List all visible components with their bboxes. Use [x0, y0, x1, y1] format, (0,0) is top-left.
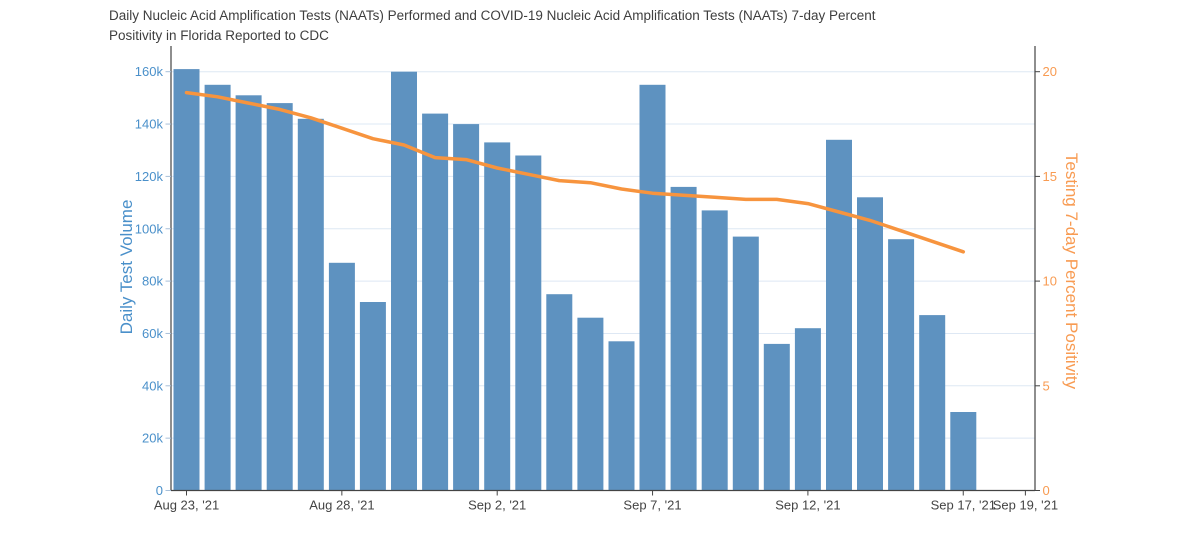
volume-bar[interactable]: [173, 69, 200, 491]
x-tick-label: Aug 28, '21: [309, 498, 374, 513]
volume-bar[interactable]: [670, 186, 697, 491]
volume-bar[interactable]: [701, 210, 728, 491]
volume-bar[interactable]: [794, 328, 821, 491]
volume-bar[interactable]: [359, 302, 386, 491]
right-tick-label: 20: [1043, 64, 1057, 79]
volume-bar[interactable]: [266, 103, 293, 491]
volume-bar[interactable]: [204, 84, 231, 491]
right-tick-label: 5: [1043, 378, 1050, 393]
chart-title-line1: Daily Nucleic Acid Amplification Tests (…: [109, 8, 876, 23]
volume-bar[interactable]: [546, 294, 573, 491]
volume-bar[interactable]: [950, 412, 977, 491]
volume-bar[interactable]: [732, 236, 759, 491]
positivity-line[interactable]: [184, 90, 966, 254]
x-tick-label: Sep 17, '21: [931, 498, 996, 513]
volume-bar[interactable]: [515, 155, 542, 491]
volume-bar[interactable]: [639, 84, 666, 491]
volume-bar[interactable]: [235, 95, 262, 491]
volume-bar[interactable]: [484, 142, 511, 491]
right-tick-label: 10: [1043, 274, 1057, 289]
left-tick-label: 80k: [142, 274, 163, 289]
volume-bar[interactable]: [919, 315, 946, 491]
x-tick-label: Sep 12, '21: [775, 498, 840, 513]
volume-bar[interactable]: [857, 197, 883, 491]
volume-bar[interactable]: [888, 239, 915, 491]
left-tick-label: 160k: [135, 64, 164, 79]
left-tick-label: 0: [156, 483, 163, 498]
volume-bar[interactable]: [328, 262, 355, 491]
right-tick-label: 0: [1043, 483, 1050, 498]
volume-bar[interactable]: [297, 118, 324, 491]
volume-bar[interactable]: [453, 124, 480, 491]
volume-bar[interactable]: [391, 71, 417, 491]
x-tick-label: Sep 2, '21: [468, 498, 526, 513]
left-tick-label: 60k: [142, 326, 163, 341]
left-tick-label: 40k: [142, 378, 163, 393]
left-tick-label: 100k: [135, 221, 164, 236]
x-tick-label: Sep 7, '21: [623, 498, 681, 513]
left-tick-label: 140k: [135, 117, 164, 132]
volume-bar[interactable]: [577, 317, 604, 491]
volume-bar[interactable]: [826, 139, 852, 491]
volume-bar[interactable]: [763, 343, 790, 491]
left-tick-label: 20k: [142, 431, 163, 446]
left-tick-label: 120k: [135, 169, 164, 184]
x-tick-label: Sep 19, '21: [993, 498, 1058, 513]
chart-title: Daily Nucleic Acid Amplification Tests (…: [109, 6, 1069, 45]
volume-bar[interactable]: [608, 341, 635, 491]
chart-title-line2: Positivity in Florida Reported to CDC: [109, 27, 329, 43]
x-tick-label: Aug 23, '21: [154, 498, 219, 513]
right-tick-label: 15: [1043, 169, 1057, 184]
volume-bar[interactable]: [422, 113, 449, 491]
